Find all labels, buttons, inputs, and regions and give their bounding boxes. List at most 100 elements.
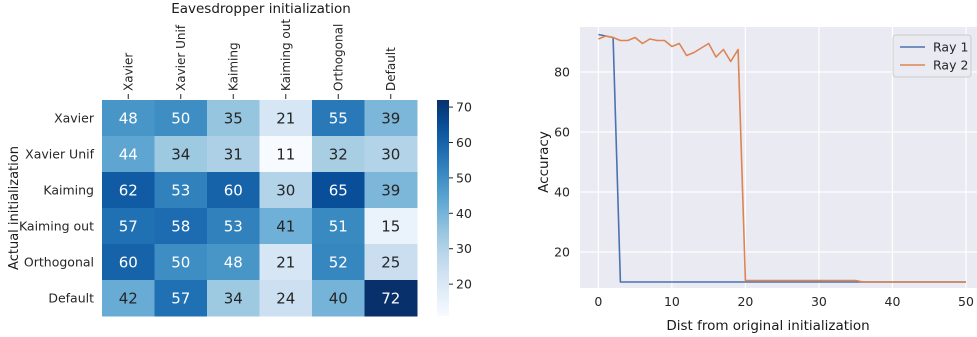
heatmap-cell-value: 51 bbox=[329, 218, 348, 236]
heatmap-cell-value: 39 bbox=[381, 110, 400, 128]
heatmap-cell bbox=[312, 172, 365, 209]
x-tick-labels: 0 10 20 30 40 50 bbox=[594, 294, 974, 309]
heatmap-cell-value: 21 bbox=[276, 110, 295, 128]
heatmap-cell bbox=[312, 208, 365, 245]
colorbar-tick-label: 30 bbox=[456, 241, 472, 256]
heatmap-cell bbox=[259, 100, 313, 137]
heatmap-cell-value: 53 bbox=[171, 182, 190, 200]
y-axis-label: Accuracy bbox=[536, 131, 552, 193]
colorbar-tick-label: 60 bbox=[456, 135, 472, 150]
heatmap-cell-value: 31 bbox=[224, 146, 243, 164]
heatmap-cell-value: 57 bbox=[119, 218, 138, 236]
x-tick-label: Xavier Unif bbox=[174, 24, 188, 91]
heatmap-cell bbox=[364, 280, 418, 317]
x-tick-label: Default bbox=[384, 47, 398, 91]
line-chart-panel: 0 10 20 30 40 50 20 40 60 80 Dist from original … bbox=[536, 27, 977, 334]
heatmap-cell-value: 65 bbox=[329, 182, 348, 200]
heatmap-cell-value: 60 bbox=[119, 254, 138, 272]
heatmap-ylabel: Actual initialization bbox=[7, 146, 22, 270]
colorbar-tick-label: 20 bbox=[456, 277, 472, 292]
heatmap-cell bbox=[154, 208, 208, 245]
heatmap-panel: Eavesdropper initialization Actual initi… bbox=[7, 1, 472, 317]
heatmap-cell-value: 30 bbox=[381, 146, 400, 164]
heatmap-cell-value: 48 bbox=[119, 110, 138, 128]
heatmap-cell bbox=[102, 136, 155, 173]
heatmap-cell bbox=[364, 208, 418, 245]
heatmap-cell bbox=[207, 172, 260, 209]
legend: Ray 1 Ray 2 bbox=[892, 34, 972, 78]
y-tick-label: 20 bbox=[554, 245, 570, 260]
y-tick-label: Kaiming bbox=[43, 183, 94, 198]
heatmap-cell bbox=[207, 100, 260, 137]
heatmap-cell-value: 21 bbox=[276, 254, 295, 272]
x-tick-label: Kaiming out bbox=[279, 19, 293, 91]
heatmap-cell-value: 30 bbox=[276, 182, 295, 200]
heatmap-cell-value: 52 bbox=[329, 254, 348, 272]
series-line-2 bbox=[598, 35, 966, 283]
y-tick-label: Xavier Unif bbox=[25, 147, 94, 162]
heatmap-cell-value: 34 bbox=[224, 290, 243, 308]
heatmap-cell-value: 25 bbox=[381, 254, 400, 272]
colorbar-tick-label: 50 bbox=[456, 170, 472, 185]
heatmap-cell bbox=[154, 244, 208, 281]
heatmap-cell-value: 60 bbox=[224, 182, 243, 200]
heatmap-cell bbox=[154, 100, 208, 137]
x-tick-label: Kaiming bbox=[226, 42, 240, 91]
y-tick-label: 80 bbox=[554, 65, 570, 80]
heatmap-cell bbox=[102, 208, 155, 245]
heatmap-cell bbox=[312, 136, 365, 173]
heatmap-cell bbox=[364, 172, 418, 209]
heatmap-cell bbox=[364, 100, 418, 137]
y-tick-label: Kaiming out bbox=[19, 219, 94, 234]
heatmap-cell bbox=[259, 280, 313, 317]
y-tick-label: Default bbox=[48, 291, 94, 306]
x-tick-label: 0 bbox=[594, 294, 602, 309]
x-tick-label: 10 bbox=[664, 294, 680, 309]
colorbar-tick-label: 70 bbox=[456, 100, 472, 115]
heatmap-cell-value: 11 bbox=[276, 146, 295, 164]
heatmap-cell-value: 35 bbox=[224, 110, 243, 128]
series-lines bbox=[598, 33, 966, 283]
heatmap-cell bbox=[154, 280, 208, 317]
y-tick-label: Xavier bbox=[54, 111, 95, 126]
heatmap-cell-value: 50 bbox=[171, 254, 190, 272]
x-tick-label: 50 bbox=[958, 294, 974, 309]
heatmap-cell bbox=[312, 100, 365, 137]
heatmap-cell-value: 72 bbox=[381, 290, 400, 308]
heatmap-cell-value: 62 bbox=[119, 182, 138, 200]
heatmap-cell bbox=[259, 208, 313, 245]
legend-label: Ray 2 bbox=[933, 58, 968, 73]
heatmap-cell bbox=[259, 244, 313, 281]
heatmap-cell-value: 55 bbox=[329, 110, 348, 128]
heatmap-cell bbox=[102, 100, 155, 137]
heatmap-cell bbox=[259, 172, 313, 209]
y-tick-label: Orthogonal bbox=[24, 255, 94, 270]
heatmap-title: Eavesdropper initialization bbox=[171, 1, 351, 17]
heatmap-cell bbox=[259, 136, 313, 173]
heatmap-cell-value: 58 bbox=[171, 218, 190, 236]
x-tick-label: 30 bbox=[811, 294, 827, 309]
heatmap-cell-value: 57 bbox=[171, 290, 190, 308]
heatmap-cell bbox=[154, 136, 208, 173]
heatmap-y-tick-labels: Xavier Xavier Unif Kaiming Kaiming out Ortho… bbox=[19, 111, 95, 306]
heatmap-cell bbox=[154, 172, 208, 209]
heatmap-cell bbox=[364, 244, 418, 281]
heatmap-cell bbox=[102, 244, 155, 281]
x-axis-label: Dist from original initialization bbox=[666, 318, 869, 334]
heatmap-cell bbox=[207, 280, 260, 317]
heatmap-cell-value: 40 bbox=[329, 290, 348, 308]
y-tick-label: 40 bbox=[554, 185, 570, 200]
legend-label: Ray 1 bbox=[933, 40, 968, 55]
y-tick-labels: 20 40 60 80 bbox=[554, 65, 570, 260]
heatmap-cell-value: 53 bbox=[224, 218, 243, 236]
heatmap-cell-value: 32 bbox=[329, 146, 348, 164]
heatmap-cell bbox=[102, 280, 155, 317]
heatmap-cells: 48 50 35 21 55 39 44 34 31 11 32 30 62 53 60 30 65 39 57 58… bbox=[102, 100, 418, 317]
heatmap-cell-value: 44 bbox=[119, 146, 138, 164]
heatmap-cell bbox=[207, 208, 260, 245]
heatmap-cell-value: 50 bbox=[171, 110, 190, 128]
x-tick-label: 40 bbox=[885, 294, 901, 309]
y-tick-label: 60 bbox=[554, 125, 570, 140]
heatmap-cell-value: 24 bbox=[276, 290, 295, 308]
